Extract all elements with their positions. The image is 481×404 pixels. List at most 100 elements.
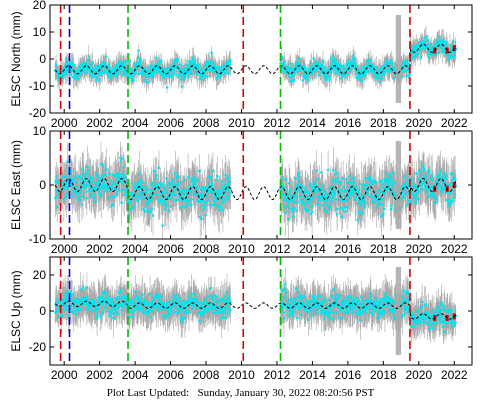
data-point (330, 63, 334, 66)
data-point (449, 181, 453, 185)
data-point (103, 189, 107, 193)
data-point (131, 182, 134, 185)
data-point (351, 177, 354, 180)
data-point (196, 178, 200, 182)
data-point (181, 205, 185, 208)
data-point (438, 172, 442, 175)
data-point (287, 201, 291, 205)
data-point (326, 168, 330, 172)
data-point (89, 192, 93, 196)
data-point (334, 178, 338, 182)
data-point (360, 70, 363, 74)
data-point (383, 69, 387, 72)
data-point (226, 67, 229, 70)
data-point (129, 68, 132, 72)
data-point (134, 71, 138, 74)
data-point (380, 76, 384, 80)
data-point (208, 184, 211, 187)
data-point (144, 67, 147, 71)
data-point (192, 57, 195, 61)
data-point (451, 171, 454, 175)
data-point (350, 193, 354, 197)
data-point (290, 199, 294, 203)
data-point (415, 172, 418, 175)
data-point (393, 181, 397, 184)
data-point (442, 181, 446, 184)
data-point (162, 202, 165, 205)
data-point (141, 181, 145, 184)
data-point (228, 191, 232, 195)
data-point (380, 203, 384, 206)
data-point (122, 63, 126, 67)
data-point (388, 184, 391, 187)
data-point (56, 179, 59, 183)
data-point (345, 178, 348, 181)
data-point (287, 182, 291, 185)
data-point (332, 178, 336, 181)
data-point (136, 187, 139, 191)
data-point (367, 188, 371, 191)
data-point (410, 191, 414, 194)
data-point (63, 64, 67, 67)
data-point (179, 181, 182, 184)
data-point (160, 67, 164, 70)
data-point (319, 196, 323, 200)
data-point (423, 40, 426, 43)
data-point (327, 67, 330, 70)
data-point (176, 175, 180, 178)
data-point (323, 66, 327, 69)
data-point (186, 203, 190, 207)
data-point (375, 205, 378, 209)
data-point (326, 192, 329, 195)
data-point (302, 74, 305, 77)
data-point (430, 46, 434, 50)
data-point (146, 188, 150, 191)
data-point (333, 67, 336, 71)
data-point (211, 183, 214, 187)
data-point (338, 198, 341, 202)
data-point (133, 195, 137, 198)
data-point (351, 61, 354, 65)
data-point (308, 201, 311, 204)
data-point (330, 71, 333, 75)
data-point (115, 65, 118, 68)
data-point (80, 187, 84, 190)
data-point (284, 65, 288, 68)
data-point (382, 73, 386, 76)
x-tick-label: 2004 (122, 242, 149, 256)
data-point (190, 203, 193, 207)
data-point (310, 197, 314, 201)
data-point (122, 165, 126, 169)
data-point (55, 195, 58, 198)
data-point (220, 201, 223, 205)
outlier-point (452, 45, 456, 52)
data-point (283, 205, 287, 209)
data-point (199, 67, 203, 71)
data-point (330, 69, 333, 72)
data-point (57, 76, 61, 80)
data-point (61, 176, 64, 179)
data-point (160, 199, 164, 202)
y-axis-label: ELSC North (mm) (9, 11, 23, 106)
data-point (106, 189, 110, 192)
data-point (429, 42, 433, 46)
data-point (171, 191, 175, 195)
data-point (142, 73, 145, 77)
data-point (335, 198, 338, 201)
data-point (426, 172, 430, 175)
data-point (322, 69, 325, 73)
data-point (295, 209, 298, 212)
data-point (66, 160, 69, 163)
x-tick-label: 2018 (370, 116, 397, 130)
data-point (160, 61, 163, 64)
data-point (163, 187, 166, 190)
data-point (282, 194, 286, 197)
data-point (119, 173, 123, 176)
data-point (418, 190, 421, 193)
data-point (137, 72, 141, 76)
data-point (192, 182, 196, 186)
data-point (453, 177, 457, 181)
data-point (85, 62, 88, 65)
data-point (145, 190, 148, 193)
data-point (349, 68, 353, 72)
